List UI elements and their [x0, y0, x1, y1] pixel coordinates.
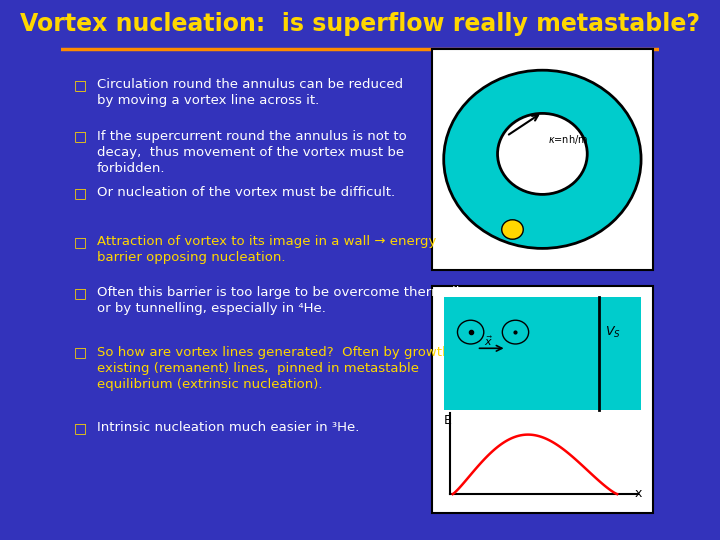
Circle shape — [498, 113, 588, 194]
Text: $\kappa$=nh/m: $\kappa$=nh/m — [549, 133, 589, 146]
Text: So how are vortex lines generated?  Often by growth of
existing (remanent) lines: So how are vortex lines generated? Often… — [97, 346, 467, 390]
Text: □: □ — [74, 130, 87, 144]
Text: Circulation round the annulus can be reduced
by moving a vortex line across it.: Circulation round the annulus can be red… — [97, 78, 403, 107]
Circle shape — [502, 220, 523, 239]
Text: □: □ — [74, 346, 87, 360]
Text: □: □ — [74, 186, 87, 200]
Text: E: E — [444, 414, 451, 427]
Bar — [432, 286, 653, 513]
Bar — [444, 297, 641, 410]
Text: □: □ — [74, 286, 87, 300]
Text: $V_S$: $V_S$ — [606, 325, 621, 340]
Text: Often this barrier is too large to be overcome thermally
or by tunnelling, espec: Often this barrier is too large to be ov… — [97, 286, 467, 315]
Text: Attraction of vortex to its image in a wall → energy
barrier opposing nucleation: Attraction of vortex to its image in a w… — [97, 235, 436, 264]
Text: Or nucleation of the vortex must be difficult.: Or nucleation of the vortex must be diff… — [97, 186, 395, 199]
Text: $\vec{x}$: $\vec{x}$ — [484, 334, 493, 348]
Text: □: □ — [74, 78, 87, 92]
Text: □: □ — [74, 235, 87, 249]
FancyBboxPatch shape — [61, 0, 659, 49]
Text: If the supercurrent round the annulus is not to
decay,  thus movement of the vor: If the supercurrent round the annulus is… — [97, 130, 407, 174]
Text: x: x — [635, 487, 642, 500]
Text: □: □ — [74, 421, 87, 435]
Bar — [432, 49, 653, 270]
Text: Intrinsic nucleation much easier in ³He.: Intrinsic nucleation much easier in ³He. — [97, 421, 359, 434]
Circle shape — [444, 70, 641, 248]
Text: Vortex nucleation:  is superflow really metastable?: Vortex nucleation: is superflow really m… — [20, 12, 700, 36]
